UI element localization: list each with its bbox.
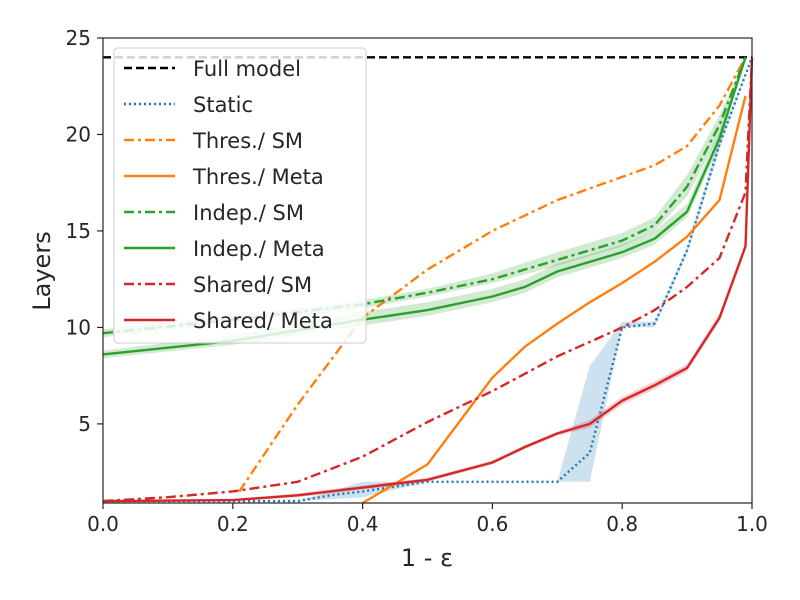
x-tick-label: 0.8: [606, 512, 638, 536]
series-line-thres-sm: [238, 56, 747, 493]
plot-frame: [102, 37, 753, 504]
x-tick-label: 0.0: [87, 512, 119, 536]
y-tick-label: 25: [66, 26, 91, 50]
series-line-thres-meta: [361, 95, 747, 505]
band-static: [103, 57, 752, 502]
x-tick-label: 0.2: [217, 512, 249, 536]
y-axis-ticks: 5 10 15 20 25: [66, 26, 103, 436]
series-line-static: [103, 56, 754, 503]
x-tick-label: 0.6: [476, 512, 508, 536]
legend-label-shared-meta: Shared/ Meta: [193, 309, 333, 333]
y-tick-label: 20: [66, 122, 91, 146]
y-tick-label: 5: [78, 412, 91, 436]
x-tick-label: 1.0: [736, 512, 768, 536]
y-tick-label: 15: [66, 219, 91, 243]
y-axis-label: Layers: [28, 231, 56, 310]
series-lines: [102, 56, 754, 505]
x-axis-ticks: 0.0 0.2 0.4 0.6 0.8 1.0: [87, 503, 768, 536]
legend-label-indep-sm: Indep./ SM: [193, 201, 304, 225]
series-line-shared-sm: [102, 57, 754, 503]
x-tick-label: 0.4: [347, 512, 379, 536]
legend-label-shared-sm: Shared/ SM: [193, 273, 312, 297]
x-axis-label: 1 - ε: [401, 544, 453, 572]
legend-label-static: Static: [193, 93, 253, 117]
legend-label-indep-meta: Indep./ Meta: [193, 237, 325, 261]
y-tick-label: 10: [66, 315, 91, 339]
legend-label-thres-sm: Thres./ SM: [192, 129, 303, 153]
confidence-bands: [103, 57, 752, 502]
legend-label-full-model: Full model: [193, 57, 301, 81]
legend: Full model Static Thres./ SM Thres./ Meta In…: [113, 47, 367, 344]
legend-box: [113, 47, 367, 344]
legend-label-thres-meta: Thres./ Meta: [192, 165, 324, 189]
series-line-shared-meta: [102, 57, 754, 503]
